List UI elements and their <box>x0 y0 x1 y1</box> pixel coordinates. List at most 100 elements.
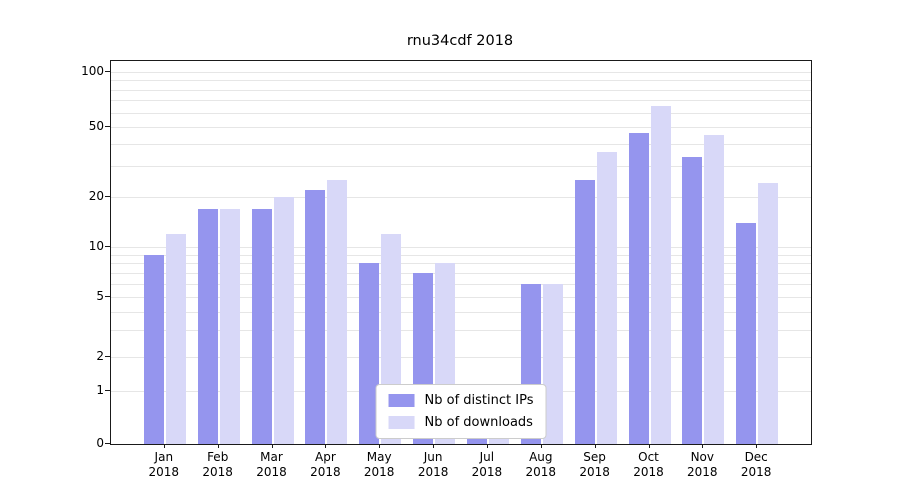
bar-may-distinct-ips <box>359 263 380 444</box>
x-tick-label: Mar 2018 <box>241 450 303 480</box>
x-tick-month: Nov <box>690 450 714 464</box>
gridline <box>111 330 811 332</box>
bar-mar-distinct-ips <box>251 208 272 444</box>
x-tick-month: Aug <box>529 450 553 464</box>
chart-title: rnu34cdf 2018 <box>406 33 514 49</box>
y-tick-label: 20 <box>88 189 104 203</box>
x-tick-mark <box>702 444 704 448</box>
y-tick-mark <box>105 71 110 72</box>
bar-oct-downloads <box>650 106 671 444</box>
x-tick-label: Jan 2018 <box>133 450 195 480</box>
x-tick-mark <box>379 444 381 448</box>
gridline <box>111 197 811 198</box>
y-tick-mark <box>105 390 110 391</box>
gridline <box>111 272 811 274</box>
x-tick-year: 2018 <box>687 465 718 479</box>
legend-swatch-downloads <box>388 416 415 429</box>
y-tick-label: 10 <box>88 239 104 253</box>
bar-feb-downloads <box>219 208 240 444</box>
y-tick-label: 0 <box>96 436 104 450</box>
bar-feb-distinct-ips <box>197 208 218 444</box>
x-tick-mark <box>433 444 435 448</box>
x-tick-mark <box>756 444 758 448</box>
y-tick-mark <box>105 246 110 247</box>
x-tick-month: Feb <box>207 450 229 464</box>
x-tick-month: Sep <box>583 450 606 464</box>
y-tick-mark <box>105 356 110 357</box>
x-tick-month: Mar <box>260 450 283 464</box>
bar-sep-distinct-ips <box>574 180 595 444</box>
bar-nov-downloads <box>704 135 725 444</box>
gridline <box>111 357 811 358</box>
legend-item-distinct-ips: Nb of distinct IPs <box>388 393 534 408</box>
x-tick-month: Jul <box>479 450 495 464</box>
gridline <box>111 127 811 128</box>
x-tick-year: 2018 <box>579 465 610 479</box>
bar-nov-distinct-ips <box>682 156 703 444</box>
x-tick-year: 2018 <box>633 465 664 479</box>
legend-item-downloads: Nb of downloads <box>388 415 534 430</box>
gridline <box>111 100 811 102</box>
y-tick-label: 1 <box>96 383 104 397</box>
gridline <box>111 89 811 91</box>
bar-jan-downloads <box>165 233 186 444</box>
legend-label-downloads: Nb of downloads <box>424 415 533 430</box>
x-tick-year: 2018 <box>471 465 503 479</box>
bar-dec-distinct-ips <box>736 222 757 444</box>
x-tick-label: May 2018 <box>348 450 410 480</box>
gridline <box>111 80 811 82</box>
bar-aug-downloads <box>542 283 563 444</box>
gridline <box>111 283 811 285</box>
x-tick-year: 2018 <box>202 465 233 479</box>
x-tick-mark <box>648 444 650 448</box>
x-tick-label: Jul 2018 <box>456 450 518 480</box>
bar-sep-downloads <box>596 152 617 444</box>
x-tick-month: Dec <box>744 450 768 464</box>
x-tick-year: 2018 <box>363 465 395 479</box>
y-tick-mark <box>105 126 110 127</box>
x-tick-label: Aug 2018 <box>510 450 572 480</box>
x-tick-year: 2018 <box>256 465 287 479</box>
bar-jan-distinct-ips <box>143 254 164 444</box>
y-tick-label: 100 <box>81 64 104 78</box>
x-tick-mark <box>540 444 542 448</box>
gridline <box>111 247 811 248</box>
y-tick-label: 2 <box>96 349 104 363</box>
gridline <box>111 112 811 114</box>
gridline <box>111 297 811 298</box>
x-tick-month: May <box>366 450 392 464</box>
legend: Nb of distinct IPs Nb of downloads <box>375 384 547 439</box>
gridline <box>111 263 811 265</box>
x-tick-label: Apr 2018 <box>294 450 356 480</box>
legend-label-distinct-ips: Nb of distinct IPs <box>424 393 534 408</box>
y-tick-label: 50 <box>88 119 104 133</box>
x-tick-label: Nov 2018 <box>671 450 733 480</box>
x-tick-month: Jun <box>423 450 443 464</box>
x-tick-year: 2018 <box>310 465 341 479</box>
y-tick-mark <box>105 196 110 197</box>
x-tick-mark <box>217 444 219 448</box>
x-tick-label: Oct 2018 <box>618 450 680 480</box>
gridline <box>111 166 811 167</box>
x-tick-mark <box>163 444 165 448</box>
legend-swatch-distinct-ips <box>388 394 415 407</box>
y-tick-mark <box>105 443 110 444</box>
y-tick-mark <box>105 296 110 297</box>
bar-apr-distinct-ips <box>305 189 326 444</box>
x-tick-mark <box>271 444 273 448</box>
x-tick-label: Feb 2018 <box>187 450 249 480</box>
x-tick-label: Sep 2018 <box>564 450 626 480</box>
x-tick-year: 2018 <box>740 465 772 479</box>
x-tick-label: Jun 2018 <box>402 450 464 480</box>
gridline <box>111 254 811 256</box>
x-tick-mark <box>486 444 488 448</box>
bar-mar-downloads <box>273 197 294 444</box>
gridline <box>111 72 811 73</box>
y-tick-label: 5 <box>96 289 104 303</box>
x-tick-month: Apr <box>315 450 336 464</box>
x-tick-label: Dec 2018 <box>725 450 787 480</box>
x-tick-month: Jan <box>154 450 174 464</box>
bar-dec-downloads <box>758 183 779 444</box>
x-tick-mark <box>325 444 327 448</box>
